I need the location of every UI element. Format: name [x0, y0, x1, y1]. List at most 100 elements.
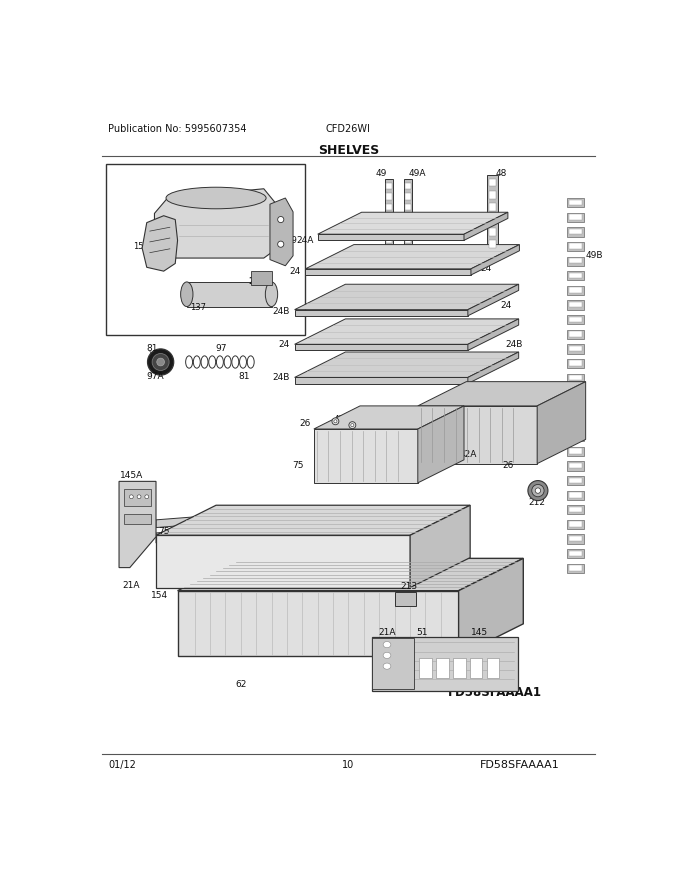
Polygon shape: [314, 429, 418, 483]
Ellipse shape: [349, 422, 356, 429]
Polygon shape: [371, 637, 518, 691]
Bar: [567, 330, 584, 339]
Text: 24: 24: [279, 340, 290, 348]
Bar: [569, 551, 582, 556]
Text: 137: 137: [190, 303, 206, 312]
Text: 24B: 24B: [273, 373, 290, 382]
Bar: [567, 520, 584, 529]
Bar: [567, 359, 584, 368]
Bar: [569, 302, 582, 307]
Bar: [569, 390, 582, 395]
Bar: [567, 198, 584, 207]
Bar: [386, 204, 392, 210]
Ellipse shape: [383, 642, 391, 648]
Bar: [567, 564, 584, 573]
Polygon shape: [468, 352, 519, 384]
Polygon shape: [458, 558, 524, 656]
Ellipse shape: [166, 187, 266, 209]
Text: 24B: 24B: [273, 307, 290, 317]
Text: 49: 49: [376, 169, 388, 178]
Text: 21A: 21A: [436, 429, 454, 437]
Polygon shape: [294, 284, 519, 310]
Polygon shape: [537, 382, 585, 464]
Polygon shape: [464, 212, 508, 240]
Bar: [386, 194, 392, 200]
Bar: [569, 492, 582, 497]
Text: 210: 210: [248, 276, 264, 286]
Ellipse shape: [532, 484, 544, 496]
Polygon shape: [177, 590, 458, 656]
Text: 26: 26: [503, 461, 513, 471]
Polygon shape: [418, 382, 585, 406]
Bar: [405, 237, 411, 243]
Ellipse shape: [277, 241, 284, 247]
Text: 81: 81: [239, 372, 250, 381]
Text: 212: 212: [415, 455, 432, 465]
Bar: [371, 639, 414, 689]
Bar: [405, 182, 411, 188]
Text: 42: 42: [334, 415, 345, 424]
Polygon shape: [142, 216, 177, 271]
Bar: [405, 194, 411, 200]
Text: 75: 75: [158, 527, 169, 536]
Text: 24B: 24B: [505, 340, 523, 348]
Text: 51: 51: [416, 627, 428, 637]
Text: 151: 151: [133, 242, 149, 251]
Bar: [567, 257, 584, 266]
Bar: [251, 271, 272, 285]
Text: 24: 24: [480, 264, 491, 274]
Bar: [487, 658, 499, 678]
Bar: [567, 461, 584, 471]
Ellipse shape: [157, 358, 165, 366]
Polygon shape: [156, 521, 291, 543]
Bar: [386, 179, 393, 256]
Bar: [569, 405, 582, 410]
Bar: [106, 164, 305, 335]
Text: 42A: 42A: [459, 450, 477, 458]
Bar: [489, 216, 496, 224]
Polygon shape: [177, 558, 524, 590]
Bar: [470, 658, 483, 678]
Bar: [386, 237, 392, 243]
Bar: [569, 361, 582, 366]
Polygon shape: [294, 310, 468, 316]
Polygon shape: [418, 406, 537, 464]
Text: 24: 24: [500, 301, 512, 311]
Bar: [567, 388, 584, 398]
Text: 47B: 47B: [274, 526, 292, 535]
Bar: [567, 447, 584, 456]
Bar: [567, 534, 584, 544]
Text: 154: 154: [267, 513, 284, 522]
Text: 21A: 21A: [378, 627, 396, 637]
Polygon shape: [294, 378, 468, 384]
Bar: [489, 240, 496, 248]
Bar: [569, 419, 582, 424]
Text: 212: 212: [352, 415, 369, 424]
Polygon shape: [156, 505, 470, 535]
Bar: [567, 213, 584, 222]
Bar: [187, 282, 271, 306]
Bar: [569, 448, 582, 454]
Bar: [567, 286, 584, 295]
Polygon shape: [468, 319, 519, 350]
Ellipse shape: [129, 495, 133, 499]
Bar: [489, 179, 496, 187]
Ellipse shape: [277, 216, 284, 223]
Text: CFD26WI: CFD26WI: [326, 124, 371, 134]
Bar: [386, 225, 392, 231]
Bar: [569, 536, 582, 541]
Bar: [567, 403, 584, 412]
Bar: [567, 417, 584, 427]
Bar: [569, 565, 582, 570]
Text: 10: 10: [342, 760, 355, 771]
Bar: [394, 592, 416, 606]
Ellipse shape: [137, 495, 141, 499]
Text: 01/12: 01/12: [108, 760, 136, 771]
Polygon shape: [294, 344, 468, 350]
Bar: [489, 191, 496, 199]
Bar: [567, 315, 584, 325]
Ellipse shape: [145, 495, 149, 499]
Bar: [569, 287, 582, 293]
Text: 51: 51: [143, 503, 154, 512]
Bar: [567, 476, 584, 485]
